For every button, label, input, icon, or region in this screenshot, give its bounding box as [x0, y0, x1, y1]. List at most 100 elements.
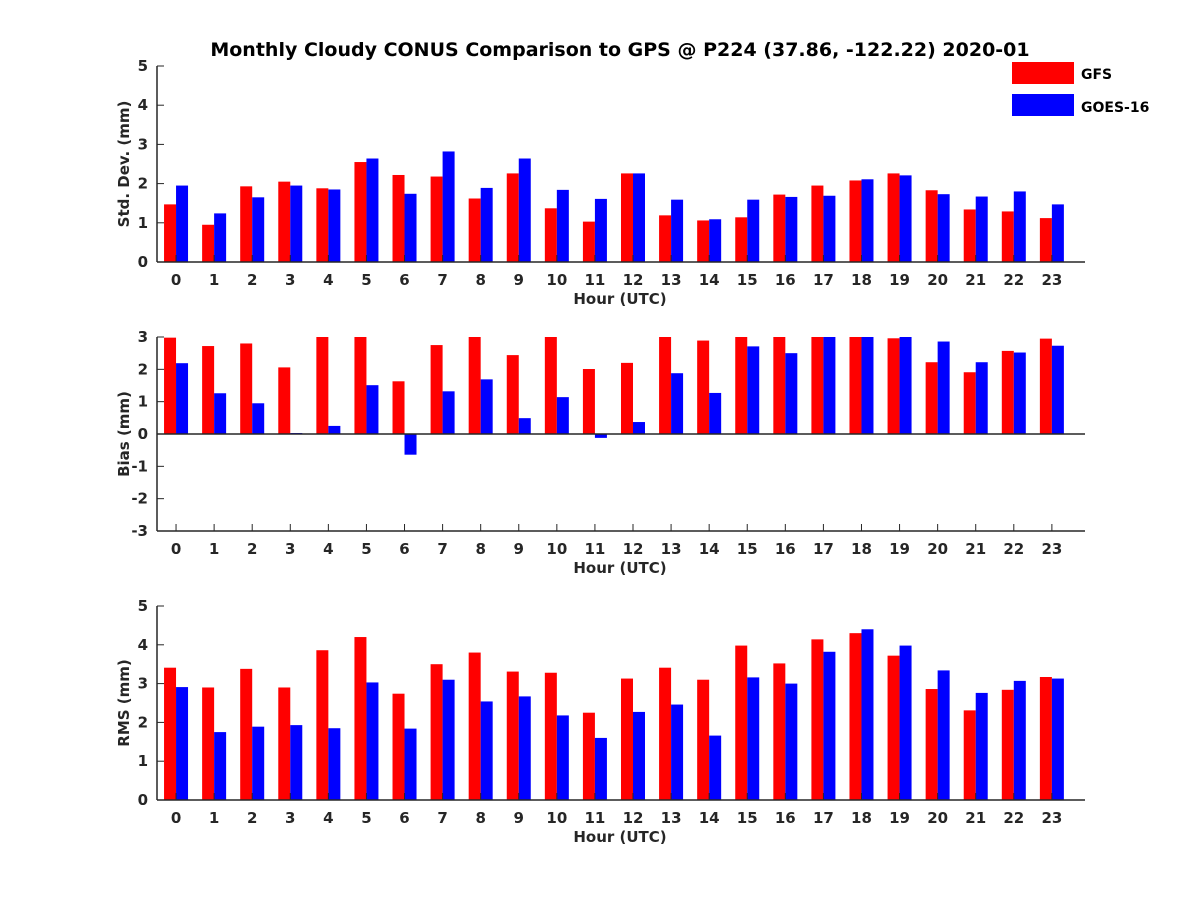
rms-x-tick-label: 11	[584, 809, 605, 827]
std-dev-y-tick-label: 1	[138, 214, 148, 232]
legend-swatch-goes16	[1012, 94, 1074, 116]
bias-x-tick-label: 0	[171, 540, 181, 558]
bias-x-tick-label: 16	[775, 540, 796, 558]
bias-y-tick-label: 0	[138, 425, 148, 443]
rms-y-tick-label: 0	[138, 791, 148, 809]
rms-bar-goes16-6	[404, 728, 417, 800]
bias-bar-goes16-19	[899, 337, 912, 434]
std-dev-x-tick-label: 5	[361, 271, 371, 289]
std-dev-x-tick-label: 13	[661, 271, 682, 289]
std-dev-bar-gfs-22	[1001, 211, 1014, 262]
bias-bar-goes16-11	[594, 434, 607, 438]
std-dev-bar-gfs-9	[506, 173, 519, 262]
rms-bar-gfs-3	[278, 687, 291, 800]
bias-bar-gfs-3	[278, 367, 291, 434]
std-dev-bar-gfs-13	[659, 215, 672, 262]
std-dev-x-tick-label: 16	[775, 271, 796, 289]
bias-bar-gfs-20	[925, 362, 938, 434]
bias-bar-gfs-17	[811, 337, 824, 434]
std-dev-bar-gfs-20	[925, 190, 938, 262]
rms-y-label: RMS (mm)	[115, 659, 133, 746]
std-dev-bar-goes16-16	[785, 196, 798, 262]
std-dev-y-tick-label: 0	[138, 253, 148, 271]
std-dev-x-tick-label: 0	[171, 271, 181, 289]
rms-bar-gfs-6	[392, 693, 405, 800]
bias-bar-goes16-14	[709, 392, 722, 434]
bias-bar-goes16-0	[176, 363, 189, 434]
rms-x-tick-label: 23	[1041, 809, 1062, 827]
std-dev-bar-goes16-7	[442, 151, 455, 262]
rms-x-tick-label: 17	[813, 809, 834, 827]
std-dev-x-tick-label: 23	[1041, 271, 1062, 289]
bias-bar-goes16-2	[252, 403, 265, 434]
bias-bar-goes16-20	[937, 341, 950, 434]
std-dev-y-tick-label: 4	[138, 96, 148, 114]
bias-x-tick-label: 13	[661, 540, 682, 558]
std-dev-bar-gfs-3	[278, 181, 291, 262]
rms-bar-gfs-0	[164, 667, 177, 800]
rms-x-tick-label: 22	[1003, 809, 1024, 827]
std-dev-x-tick-label: 11	[584, 271, 605, 289]
std-dev-bar-gfs-7	[430, 176, 443, 262]
rms-bar-goes16-5	[366, 682, 379, 800]
std-dev-bar-gfs-2	[240, 186, 253, 262]
std-dev-x-tick-label: 8	[475, 271, 485, 289]
std-dev-bar-gfs-17	[811, 185, 824, 262]
std-dev-y-tick-label: 2	[138, 175, 148, 193]
std-dev-bar-gfs-21	[963, 209, 976, 262]
rms-x-tick-label: 20	[927, 809, 948, 827]
bias-y-label: Bias (mm)	[115, 391, 133, 477]
bias-bar-goes16-13	[671, 373, 684, 434]
bias-bar-goes16-9	[518, 418, 531, 434]
std-dev-bar-goes16-15	[747, 199, 760, 262]
bias-bar-gfs-13	[659, 337, 672, 434]
bias-bar-goes16-21	[975, 362, 988, 434]
std-dev-bar-goes16-19	[899, 175, 912, 262]
std-dev-x-tick-label: 20	[927, 271, 948, 289]
std-dev-bar-goes16-13	[671, 199, 684, 262]
std-dev-x-tick-label: 19	[889, 271, 910, 289]
rms-bar-goes16-15	[747, 677, 760, 800]
rms-x-tick-label: 10	[546, 809, 567, 827]
rms-bar-gfs-9	[506, 671, 519, 800]
rms-x-tick-label: 6	[399, 809, 409, 827]
std-dev-bar-gfs-10	[544, 208, 557, 262]
bias-x-tick-label: 23	[1041, 540, 1062, 558]
rms-bar-gfs-5	[354, 637, 367, 800]
bias-x-tick-label: 20	[927, 540, 948, 558]
std-dev-x-tick-label: 7	[437, 271, 447, 289]
rms-bar-gfs-8	[468, 652, 481, 800]
bias-x-tick-label: 3	[285, 540, 295, 558]
rms-bar-gfs-4	[316, 650, 329, 800]
rms-x-label: Hour (UTC)	[573, 828, 666, 846]
bias-bar-goes16-18	[861, 337, 874, 434]
bias-bar-gfs-12	[621, 362, 633, 434]
std-dev-bar-goes16-2	[252, 197, 265, 262]
std-dev-bar-gfs-18	[849, 180, 862, 262]
bias-bar-gfs-22	[1001, 350, 1014, 434]
bias-bar-gfs-21	[963, 372, 976, 434]
rms-bar-goes16-10	[556, 715, 569, 800]
std-dev-x-tick-label: 1	[209, 271, 219, 289]
std-dev-bar-goes16-12	[633, 173, 645, 262]
bias-bar-gfs-1	[202, 346, 215, 434]
rms-bar-goes16-20	[937, 670, 950, 800]
std-dev-x-tick-label: 15	[737, 271, 758, 289]
rms-bar-goes16-4	[328, 728, 341, 800]
std-dev-x-tick-label: 18	[851, 271, 872, 289]
bias-x-tick-label: 10	[546, 540, 567, 558]
bias-x-tick-label: 12	[623, 540, 644, 558]
std-dev-bar-goes16-22	[1013, 191, 1026, 262]
rms-bar-gfs-11	[582, 712, 595, 800]
rms-bar-goes16-3	[290, 725, 303, 800]
bias-bar-gfs-8	[468, 337, 481, 434]
rms-bar-gfs-12	[621, 678, 633, 800]
rms-x-tick-label: 16	[775, 809, 796, 827]
std-dev-bar-goes16-6	[404, 193, 417, 262]
std-dev-bar-gfs-1	[202, 224, 215, 262]
std-dev-bar-gfs-14	[697, 220, 710, 262]
rms-bar-goes16-16	[785, 683, 798, 800]
rms-y-tick-label: 1	[138, 752, 148, 770]
rms-y-tick-label: 3	[138, 675, 148, 693]
rms-bar-goes16-0	[176, 687, 189, 800]
